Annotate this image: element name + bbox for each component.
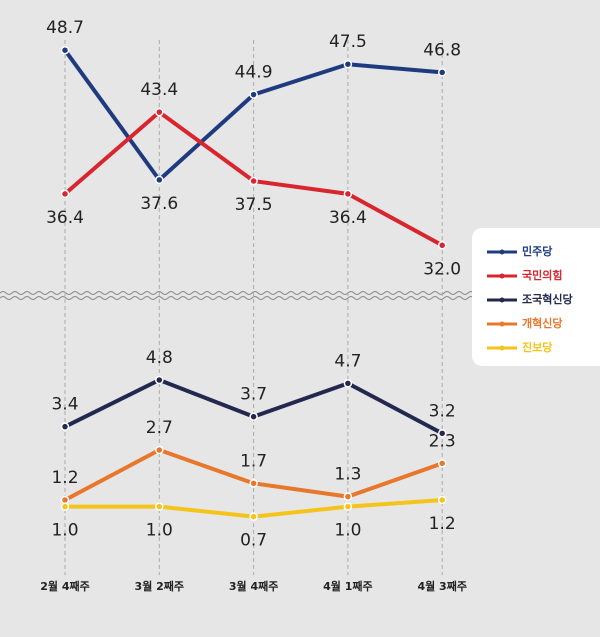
data-point [60,502,70,511]
axis-break [0,291,487,300]
legend-dot [499,249,505,255]
value-label: 2.7 [146,418,173,438]
legend-dot [499,273,505,279]
legend-item: 진보당 [487,340,552,354]
value-label: 32.0 [423,259,461,279]
x-tick-label: 4월 1째주 [323,579,373,593]
data-point [343,59,353,69]
value-label: 47.5 [329,32,367,52]
data-point [343,492,353,501]
legend-dot [499,345,505,351]
value-label: 0.7 [240,531,267,551]
legend-label: 국민의힘 [522,268,562,282]
value-label: 1.2 [51,468,78,488]
value-label: 2.3 [429,431,456,451]
legend-label: 개혁신당 [522,316,562,330]
legend-label: 진보당 [522,340,552,354]
value-label: 44.9 [235,63,273,83]
data-point [60,189,70,199]
legend-dot [499,321,505,327]
data-point [155,107,164,117]
data-point [249,412,258,421]
data-point [437,459,447,468]
value-label: 37.5 [235,195,273,215]
value-label: 4.8 [146,348,173,368]
value-label: 48.7 [46,18,84,38]
legend-label: 조국혁신당 [522,292,573,306]
data-point [437,495,447,505]
data-point [343,502,353,511]
value-label: 36.4 [46,208,84,228]
data-point [343,379,353,388]
data-point [249,176,258,186]
value-label: 3.2 [429,401,456,421]
data-point [437,241,447,250]
data-point [249,90,258,99]
data-point [437,68,447,77]
x-tick-label: 2월 4째주 [40,579,90,593]
value-label: 3.7 [240,385,267,405]
data-point [249,479,258,488]
legend-item: 국민의힘 [487,268,562,282]
data-point [60,45,70,55]
legend-item: 조국혁신당 [487,292,573,306]
legend-item: 개혁신당 [487,316,562,330]
data-point [343,189,353,199]
data-point [155,445,164,455]
x-tick-label: 3월 2째주 [135,579,185,593]
value-label: 1.3 [334,465,361,485]
value-label: 1.0 [334,521,361,541]
value-label: 36.4 [329,208,367,228]
data-point [60,422,70,431]
legend-label: 민주당 [522,244,552,258]
data-point [155,375,164,385]
data-point [249,512,258,521]
x-tick-label: 3월 4째주 [229,579,279,593]
data-point [437,429,447,438]
value-label: 4.7 [334,351,361,371]
value-label: 1.2 [429,514,456,534]
data-point [155,175,164,185]
value-label: 1.0 [51,521,78,541]
value-label: 1.7 [240,451,267,471]
data-point [155,502,164,511]
legend-box [472,228,600,366]
grid [64,40,443,575]
value-label: 37.6 [140,194,178,214]
value-label: 3.4 [51,395,78,415]
value-label: 46.8 [423,40,461,60]
x-tick-label: 4월 3째주 [417,579,467,593]
legend-item: 민주당 [487,244,552,258]
legend-dot [499,297,505,303]
value-label: 43.4 [140,80,178,100]
value-label: 1.0 [146,521,173,541]
